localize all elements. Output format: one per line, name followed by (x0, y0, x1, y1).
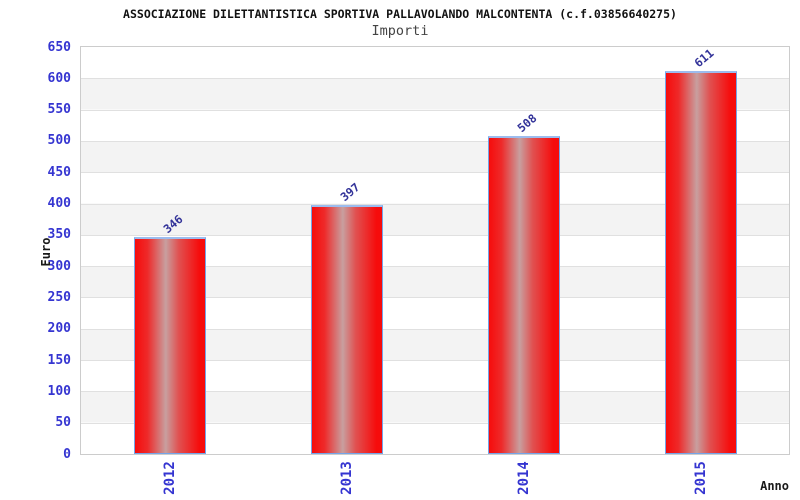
gridline (81, 328, 789, 330)
gridline (81, 422, 789, 424)
gridline (81, 360, 789, 362)
x-category-label: 2015 (692, 461, 709, 495)
y-tick-label: 350 (47, 227, 71, 242)
y-tick-label: 0 (63, 447, 71, 462)
plot-area: 346 397 508 611 (80, 46, 790, 455)
y-tick-label: 550 (47, 102, 71, 117)
y-tick-label: 600 (47, 71, 71, 86)
y-tick-label: 100 (47, 384, 71, 399)
bar (310, 205, 383, 454)
gridline (81, 203, 789, 205)
y-tick-label: 500 (47, 133, 71, 148)
x-category-label: 2014 (515, 461, 532, 495)
x-axis-title: Anno (760, 479, 789, 493)
chart-title: ASSOCIAZIONE DILETTANTISTICA SPORTIVA PA… (123, 7, 677, 21)
gridline (81, 140, 789, 142)
y-tick-label: 650 (47, 40, 71, 55)
gridline (81, 78, 789, 80)
bar-value-label: 346 (160, 212, 185, 237)
gridline (81, 172, 789, 174)
x-category-label: 2012 (161, 461, 178, 495)
y-tick-label: 200 (47, 321, 71, 336)
x-category-label: 2013 (338, 461, 355, 495)
gridline (81, 297, 789, 299)
y-tick-label: 50 (55, 415, 71, 430)
gridline (81, 266, 789, 268)
bar (487, 135, 560, 454)
bar (133, 237, 206, 454)
y-tick-label: 300 (47, 259, 71, 274)
gridline (81, 234, 789, 236)
y-tick-label: 250 (47, 290, 71, 305)
chart-subtitle: Importi (371, 23, 429, 39)
gridline (81, 109, 789, 111)
bar-value-label: 397 (337, 180, 362, 205)
bar (664, 71, 737, 454)
y-tick-label: 450 (47, 165, 71, 180)
gridline (81, 391, 789, 393)
bar-value-label: 508 (514, 110, 539, 135)
y-tick-label: 150 (47, 353, 71, 368)
bar-value-label: 611 (691, 46, 716, 71)
y-tick-label: 400 (47, 196, 71, 211)
